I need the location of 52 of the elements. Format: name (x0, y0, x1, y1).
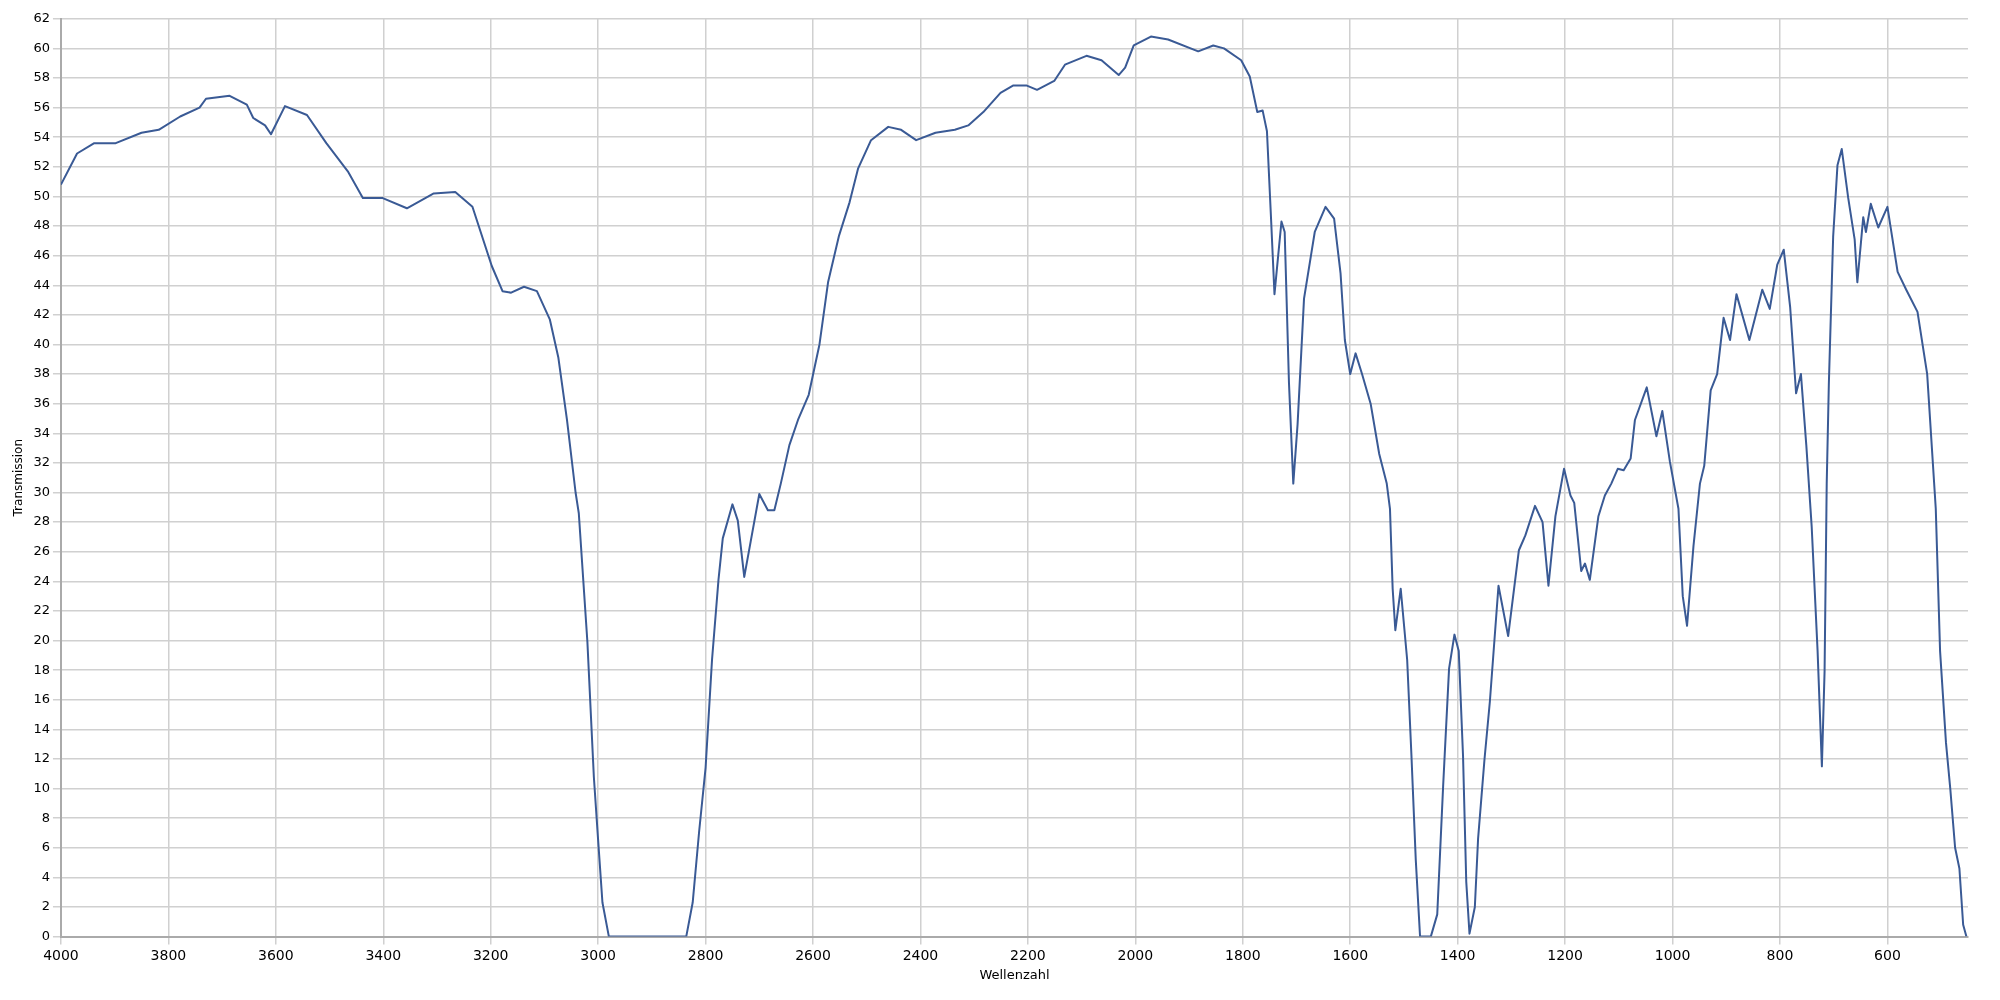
x-tick-label: 2200 (1010, 946, 1046, 963)
x-tick-label: 4000 (43, 946, 79, 963)
x-tick-label: 1200 (1547, 946, 1583, 963)
y-tick-label: 6 (41, 839, 50, 855)
y-tick-label: 4 (41, 868, 50, 884)
x-tick-label: 2000 (1117, 946, 1154, 963)
y-tick-label: 44 (33, 276, 50, 292)
y-tick-label: 18 (33, 661, 50, 677)
x-tick-label: 800 (1766, 946, 1794, 963)
x-tick-label: 1000 (1654, 946, 1691, 963)
y-tick-label: 14 (33, 720, 50, 736)
y-tick-label: 56 (33, 98, 50, 114)
y-tick-label: 10 (33, 779, 50, 795)
x-tick-label: 2800 (687, 946, 724, 963)
x-tick-label: 3200 (472, 946, 509, 963)
y-tick-label: 28 (33, 513, 50, 529)
y-tick-label: 16 (33, 691, 50, 707)
y-tick-label: 12 (33, 750, 50, 766)
x-tick-label: 3800 (150, 946, 187, 963)
x-tick-label: 600 (1874, 946, 1901, 963)
y-tick-label: 46 (33, 247, 50, 263)
y-tick-label: 40 (33, 335, 50, 351)
x-tick-label: 1400 (1439, 946, 1476, 963)
y-tick-label: 48 (33, 217, 50, 233)
y-tick-label: 2 (41, 898, 50, 914)
y-tick-label: 34 (33, 424, 50, 440)
x-tick-label: 2400 (902, 946, 939, 963)
y-tick-label: 42 (33, 306, 50, 322)
y-tick-label: 60 (33, 39, 50, 55)
x-tick-label: 3600 (258, 946, 294, 963)
y-tick-label: 62 (33, 10, 50, 26)
y-tick-label: 52 (33, 158, 50, 174)
y-tick-label: 24 (33, 572, 50, 588)
y-tick-label: 54 (33, 128, 50, 144)
x-tick-label: 2600 (795, 946, 831, 963)
y-tick-label: 38 (33, 365, 50, 381)
x-tick-label: 1600 (1332, 946, 1369, 963)
x-tick-label: 3400 (365, 946, 402, 963)
y-tick-label: 50 (33, 187, 50, 203)
y-tick-label: 22 (33, 602, 50, 618)
y-tick-label: 0 (41, 927, 50, 943)
y-tick-label: 20 (33, 631, 50, 647)
x-axis-title: Wellenzahl (979, 966, 1050, 982)
y-tick-label: 58 (33, 69, 50, 85)
y-tick-label: 36 (33, 395, 50, 411)
y-axis-title: Transmission (11, 438, 26, 518)
x-tick-label: 3000 (580, 946, 616, 963)
y-tick-label: 32 (33, 454, 50, 470)
y-tick-label: 8 (41, 809, 50, 825)
y-tick-label: 26 (33, 543, 50, 559)
y-tick-label: 30 (33, 483, 50, 499)
x-tick-label: 1800 (1224, 946, 1261, 963)
